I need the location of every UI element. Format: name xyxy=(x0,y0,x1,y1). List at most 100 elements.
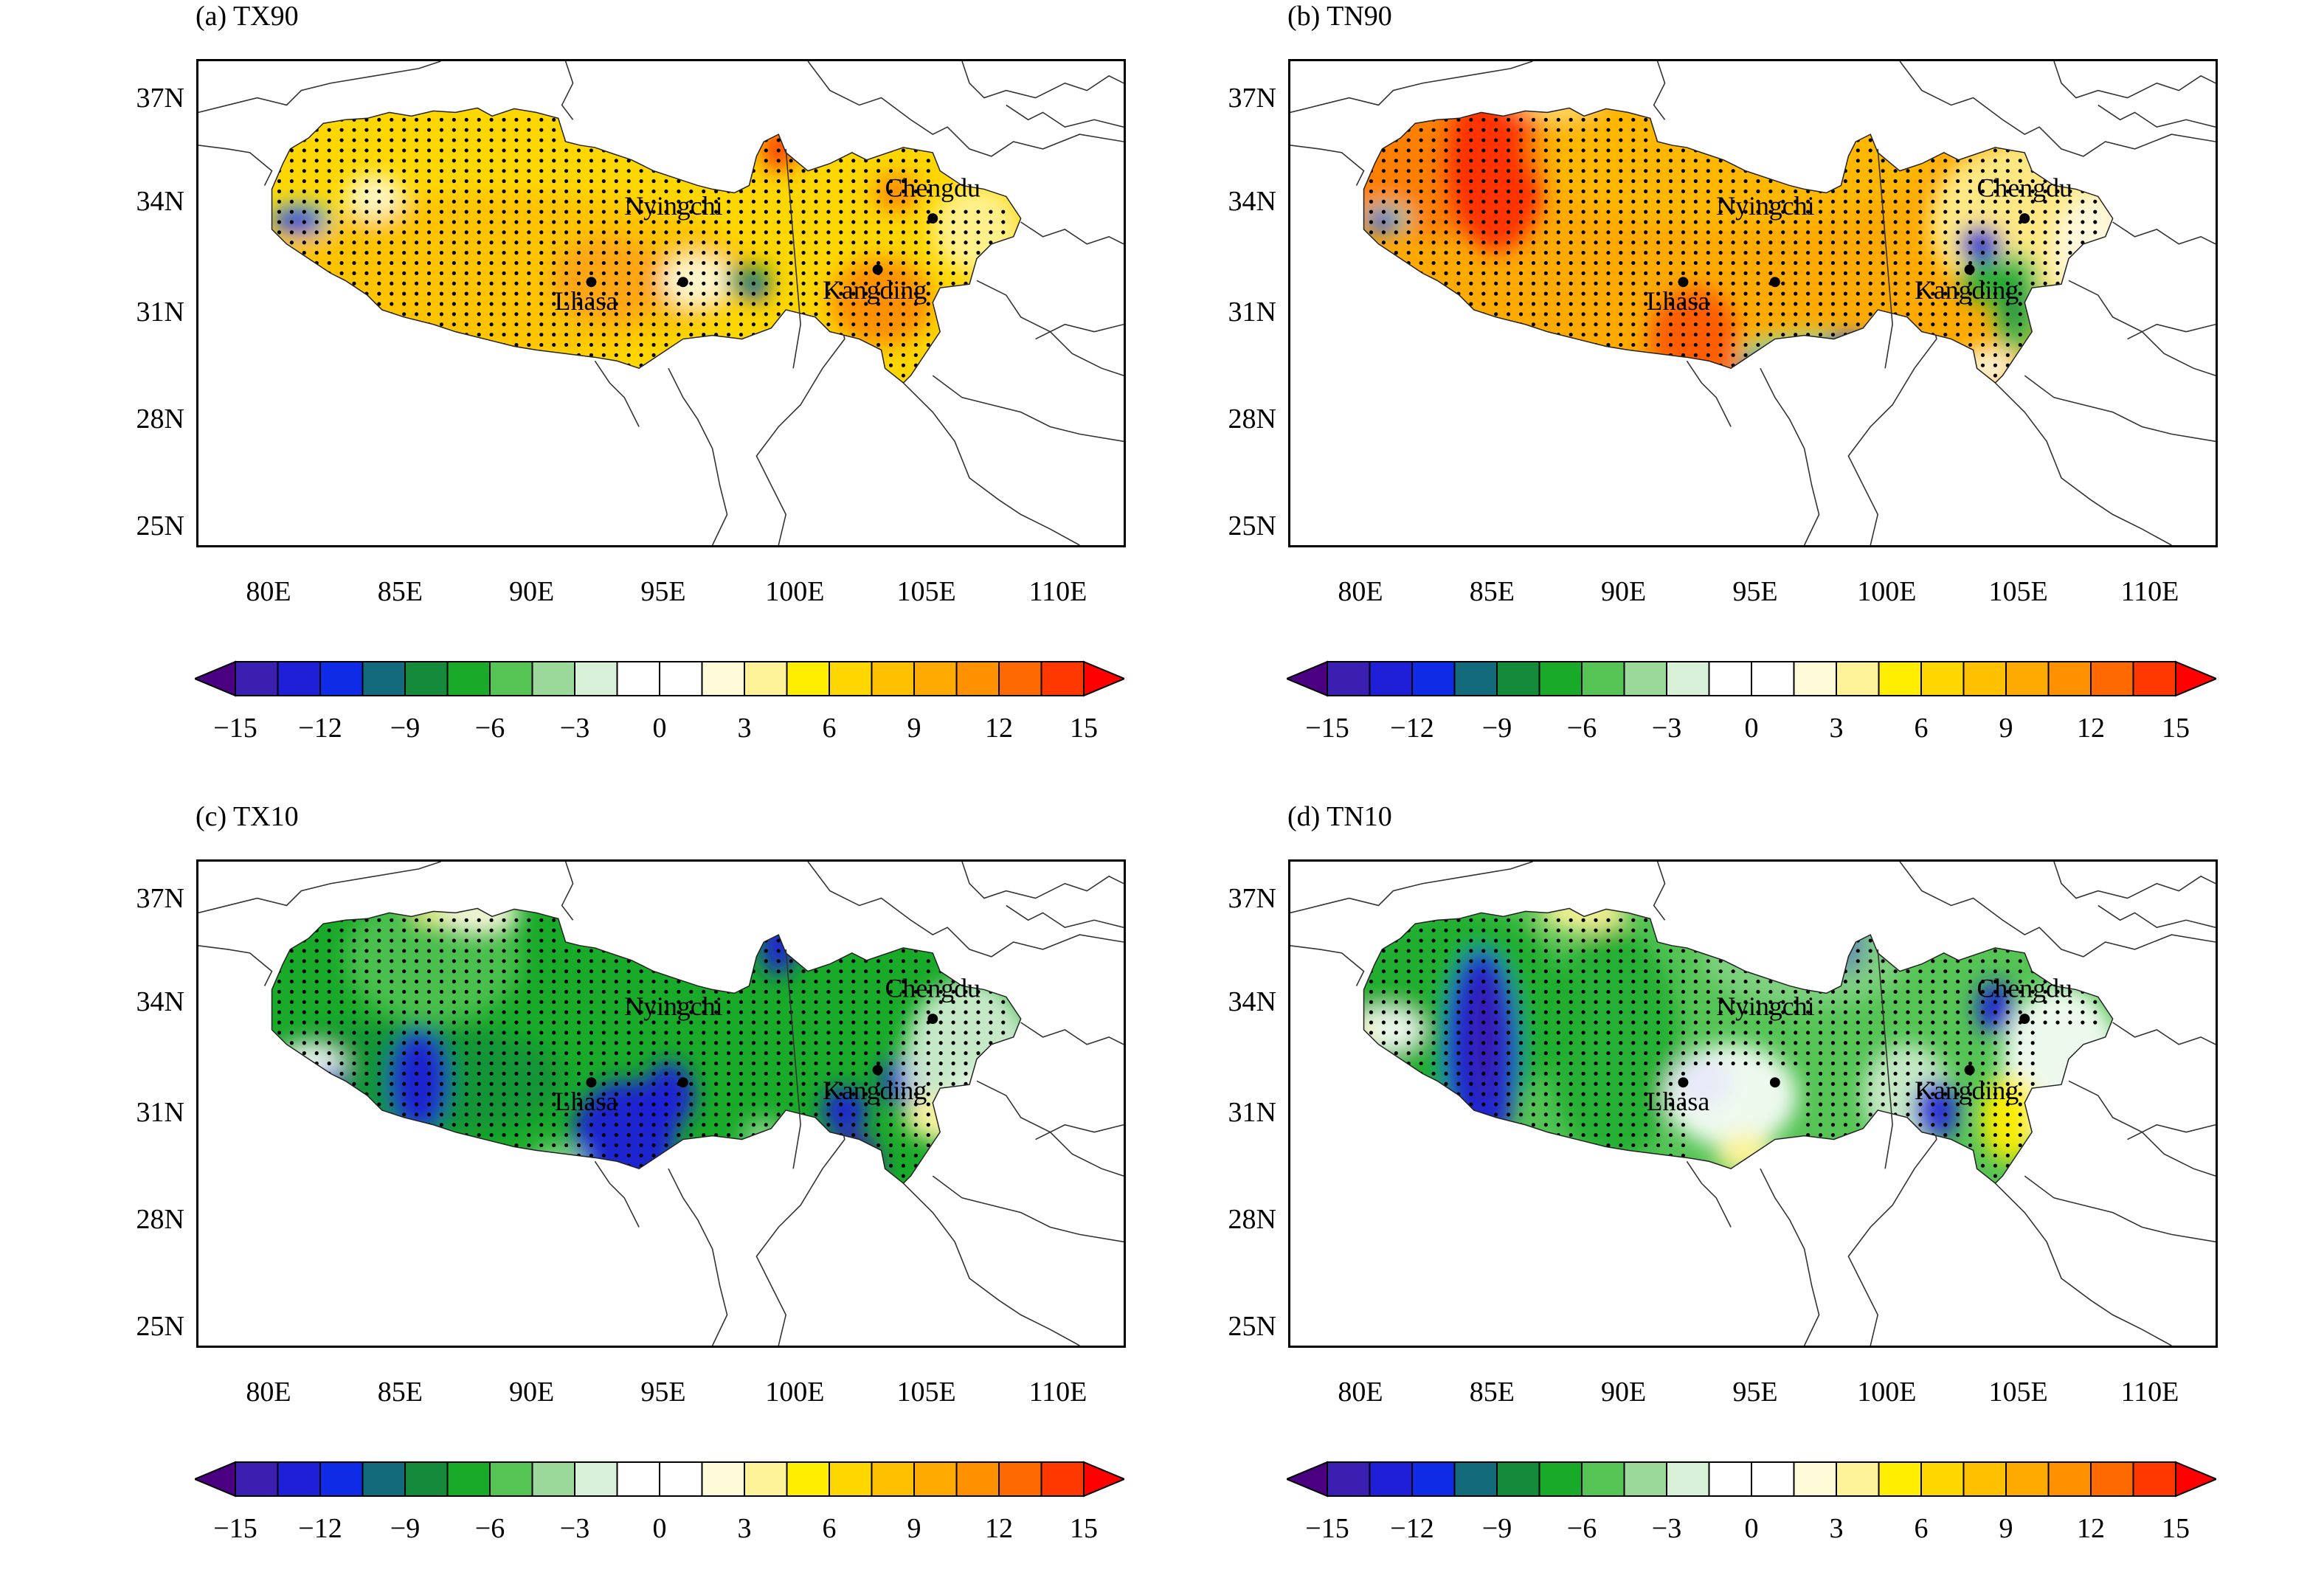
stipple-dot xyxy=(1431,148,1435,152)
stipple-dot xyxy=(589,1020,593,1024)
stipple-dot xyxy=(477,1062,481,1065)
stipple-dot xyxy=(415,1154,418,1157)
stipple-dot xyxy=(339,1082,343,1086)
stipple-dot xyxy=(415,1123,418,1126)
stipple-dot xyxy=(1768,322,1772,326)
stipple-dot xyxy=(339,364,343,367)
stipple-dot xyxy=(514,1000,518,1004)
stipple-dot xyxy=(902,1133,905,1137)
stipple-dot xyxy=(739,128,743,132)
stipple-dot xyxy=(927,1154,930,1157)
stipple-dot xyxy=(1519,251,1523,255)
stipple-dot xyxy=(627,1051,631,1055)
stipple-dot xyxy=(1943,138,1947,142)
stipple-dot xyxy=(1694,353,1698,357)
stipple-dot xyxy=(477,1174,481,1178)
stipple-dot xyxy=(1369,364,1373,367)
stipple-dot xyxy=(1844,282,1847,285)
stipple-dot xyxy=(452,949,456,952)
stipple-dot xyxy=(277,929,281,932)
stipple-dot xyxy=(1544,292,1548,296)
stipple-dot xyxy=(876,990,880,994)
stipple-dot xyxy=(1557,302,1560,305)
stipple-dot xyxy=(577,169,581,173)
stipple-dot xyxy=(914,322,918,326)
stipple-dot xyxy=(364,302,368,305)
stipple-dot xyxy=(714,1154,718,1157)
stipple-dot xyxy=(1407,282,1411,285)
stipple-dot xyxy=(640,949,643,952)
stipple-dot xyxy=(302,1133,306,1137)
stipple-dot xyxy=(465,364,468,367)
stipple-dot xyxy=(1407,148,1411,152)
stipple-dot xyxy=(1831,261,1835,265)
stipple-dot xyxy=(1619,220,1622,224)
stipple-dot xyxy=(1382,929,1386,932)
stipple-dot xyxy=(1743,322,1747,326)
stipple-dot xyxy=(539,1112,543,1116)
lat-tick-label: 28N xyxy=(1195,1203,1276,1236)
stipple-dot xyxy=(465,169,468,173)
stipple-dot xyxy=(640,1133,643,1137)
stipple-dot xyxy=(364,1000,368,1004)
stipple-dot xyxy=(440,1082,443,1086)
stipple-dot xyxy=(377,220,381,224)
stipple-dot xyxy=(377,251,381,255)
stipple-dot xyxy=(1481,128,1485,132)
stipple-dot xyxy=(589,1164,593,1168)
stipple-dot xyxy=(727,1000,730,1004)
stipple-dot xyxy=(640,1093,643,1096)
stipple-dot xyxy=(976,1072,980,1076)
stipple-dot xyxy=(1906,353,1909,357)
stipple-dot xyxy=(539,159,543,162)
stipple-dot xyxy=(615,1051,618,1055)
stipple-dot xyxy=(651,282,655,285)
stipple-dot xyxy=(390,190,393,193)
stipple-dot xyxy=(914,220,918,224)
stipple-dot xyxy=(727,200,730,204)
anomaly-contour xyxy=(1951,1191,1996,1234)
stipple-dot xyxy=(2093,353,2097,357)
stipple-dot xyxy=(864,969,868,973)
colorbar-segment xyxy=(787,662,830,696)
stipple-dot xyxy=(927,1072,930,1076)
stipple-dot xyxy=(777,374,781,378)
stipple-dot xyxy=(452,148,456,152)
stipple-dot xyxy=(1869,282,1872,285)
stipple-dot xyxy=(552,949,556,952)
stipple-dot xyxy=(1394,302,1398,305)
stipple-dot xyxy=(1968,929,1972,932)
stipple-dot xyxy=(1001,261,1005,265)
stipple-dot xyxy=(1382,190,1386,193)
stipple-dot xyxy=(889,251,893,255)
stipple-dot xyxy=(1369,322,1373,326)
stipple-dot xyxy=(826,343,830,347)
stipple-dot xyxy=(440,364,443,367)
stipple-dot xyxy=(851,364,855,367)
stipple-dot xyxy=(889,312,893,316)
stipple-dot xyxy=(664,302,668,305)
stipple-dot xyxy=(315,1082,319,1086)
stipple-dot xyxy=(739,1020,743,1024)
stipple-dot xyxy=(302,1174,306,1178)
stipple-dot xyxy=(2044,353,2047,357)
stipple-dot xyxy=(826,312,830,316)
stipple-dot xyxy=(714,364,718,367)
stipple-dot xyxy=(702,1143,705,1147)
stipple-dot xyxy=(952,322,955,326)
stipple-dot xyxy=(328,292,331,296)
stipple-dot xyxy=(1644,148,1647,152)
stipple-dot xyxy=(1694,261,1698,265)
stipple-dot xyxy=(739,220,743,224)
province-border xyxy=(2054,862,2216,899)
stipple-dot xyxy=(702,292,705,296)
stipple-dot xyxy=(352,292,356,296)
stipple-dot xyxy=(2031,364,2035,367)
stipple-dot xyxy=(427,1133,431,1137)
stipple-dot xyxy=(864,980,868,983)
stipple-dot xyxy=(390,1133,393,1137)
stipple-dot xyxy=(1519,312,1523,316)
stipple-dot xyxy=(902,1123,905,1126)
colorbar-tick-label: −12 xyxy=(283,1512,357,1545)
stipple-dot xyxy=(502,1000,505,1004)
